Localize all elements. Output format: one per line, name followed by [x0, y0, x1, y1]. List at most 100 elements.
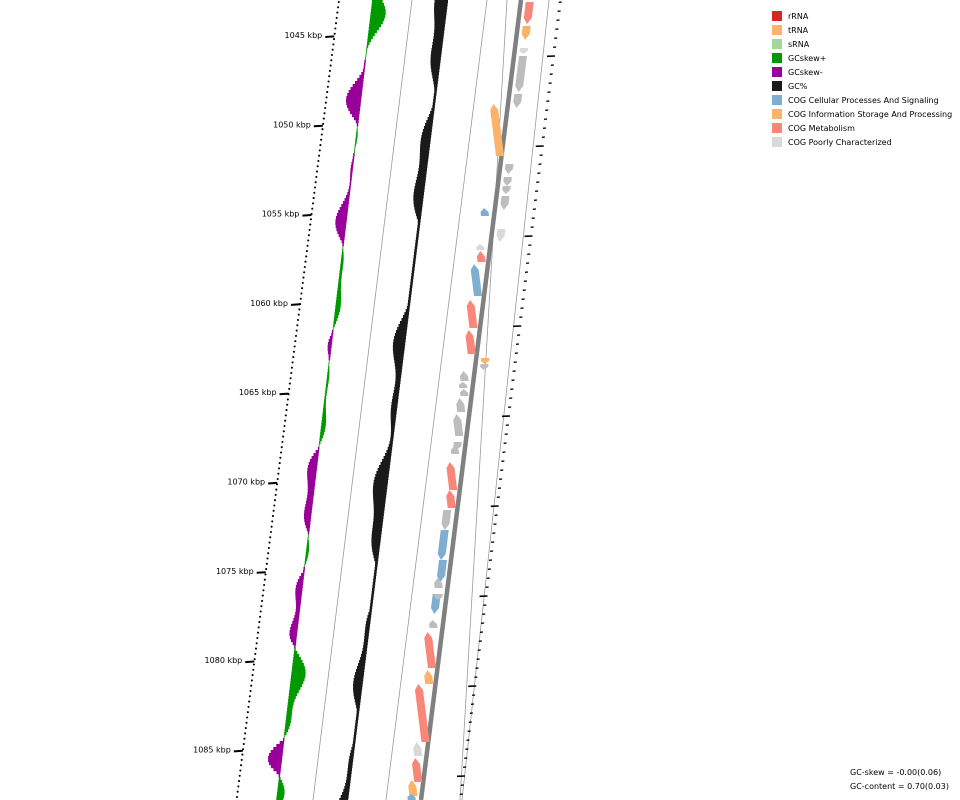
gc-content-bar [348, 759, 354, 763]
gc-skew-negative-bar [347, 105, 361, 109]
gc-content-bar [368, 612, 372, 616]
scale-dot [323, 112, 326, 115]
gc-content-bar [431, 45, 443, 49]
gc-content-bar [373, 510, 385, 514]
scale-dot [256, 636, 259, 640]
gc-skew-negative-bar [307, 531, 310, 535]
scale-dot [286, 398, 289, 401]
gc-skew-positive-bar [290, 681, 304, 685]
gc-content-bar [430, 63, 441, 67]
gc-skew-negative-bar [270, 765, 282, 769]
gc-content-bar [419, 162, 428, 166]
gc-content-bar [355, 717, 359, 721]
gc-skew-positive-bar [283, 735, 285, 739]
gc-skew-negative-bar [352, 84, 363, 88]
gene-arrow [515, 56, 527, 92]
gc-skew-positive-bar [288, 696, 296, 700]
legend-item-gcskew-minus: GCskew- [772, 65, 952, 79]
gc-content-bar [433, 33, 444, 37]
gc-content-bar [374, 558, 379, 562]
gc-content-bar [363, 642, 368, 646]
gene-arrow [496, 229, 506, 242]
scale-dot [311, 202, 315, 205]
gc-skew-positive-bar [284, 729, 289, 733]
scale-dot [260, 605, 263, 608]
scale-dot [322, 117, 325, 120]
gc-skew-negative-bar [335, 219, 347, 223]
scale-dot [238, 774, 241, 777]
scale-dot [289, 377, 292, 380]
gc-content-bar [372, 552, 379, 556]
gc-skew-positive-bar [278, 783, 284, 787]
gc-skew-positive-bar [293, 651, 298, 655]
gc-skew-negative-bar [295, 594, 302, 598]
gc-content-bar [356, 666, 365, 670]
scale-dot [263, 578, 266, 581]
gc-content-bar [393, 339, 406, 343]
gc-content-bar [394, 360, 403, 364]
gc-content-bar [415, 210, 422, 214]
legend-label: GCskew+ [788, 53, 827, 63]
gc-content-bar [353, 690, 362, 694]
legend-item-cog-poorly: COG Poorly Characterized [772, 135, 952, 149]
gc-skew-negative-bar [352, 159, 354, 163]
tick-mark [245, 660, 255, 664]
gc-content-bar [373, 519, 384, 523]
gc-skew-negative-bar [336, 216, 348, 220]
legend-label: rRNA [788, 11, 809, 21]
gc-skew-positive-bar [339, 273, 342, 277]
legend-swatch [772, 25, 782, 35]
gc-skew-negative-bar [350, 111, 360, 115]
gc-skew-positive-bar [291, 675, 306, 679]
gc-content-bar [356, 714, 359, 718]
gc-content-bar [417, 225, 420, 229]
gc-skew-positive-bar [305, 552, 309, 556]
gc-content-bar [419, 153, 429, 157]
gc-skew-negative-bar [311, 456, 319, 460]
scale-dot [235, 795, 239, 799]
gc-skew-negative-bar [305, 504, 313, 508]
gc-skew-positive-bar [338, 276, 342, 280]
gc-content-bar [364, 636, 369, 640]
gc-content-bar [390, 438, 394, 442]
gc-skew-positive-bar [369, 21, 383, 25]
gc-content-bar [414, 249, 417, 253]
gc-content-bar [366, 618, 371, 622]
scale-dot [264, 573, 267, 576]
gc-skew-positive-bar [354, 147, 356, 151]
gc-content-bar [432, 102, 436, 106]
gene-arrow [521, 26, 531, 40]
gc-content-bar [372, 528, 382, 532]
gene-arrow [502, 186, 511, 194]
gc-content-bar [372, 492, 387, 496]
gene-arrow [458, 382, 468, 388]
gc-skew-positive-bar [291, 672, 306, 676]
gc-content-bar [425, 123, 433, 127]
gc-content-bar [413, 204, 423, 208]
gc-skew-positive-bar [325, 387, 328, 391]
gc-skew-negative-bar [328, 354, 331, 358]
gene-arrow [465, 330, 476, 354]
gc-skew-positive-bar [276, 792, 285, 796]
gc-content-bar [358, 663, 366, 667]
gc-content-stat: GC-content = 0.70(0.03) [850, 782, 949, 791]
gc-skew-positive-bar [287, 705, 293, 709]
gc-content-bar [339, 798, 349, 800]
gc-content-bar [343, 789, 350, 793]
inner-scale-ticks [456, 1, 562, 795]
gc-skew-positive-bar [305, 555, 308, 559]
gc-content-bar [419, 150, 430, 154]
gc-skew-positive-bar [339, 270, 343, 274]
scale-dot [256, 631, 260, 634]
gc-content-bar [352, 741, 356, 745]
tick-mark [302, 214, 312, 217]
gc-content-bar [383, 456, 391, 460]
gc-skew-negative-bar [307, 486, 315, 490]
gc-skew-negative-bar [337, 231, 346, 235]
gc-skew-positive-bar [366, 48, 368, 52]
gc-content-bar [373, 501, 386, 505]
gc-content-bar [402, 315, 409, 319]
scale-dot [246, 711, 249, 714]
gc-content-bar [434, 90, 437, 94]
gc-content-bar [394, 333, 407, 337]
